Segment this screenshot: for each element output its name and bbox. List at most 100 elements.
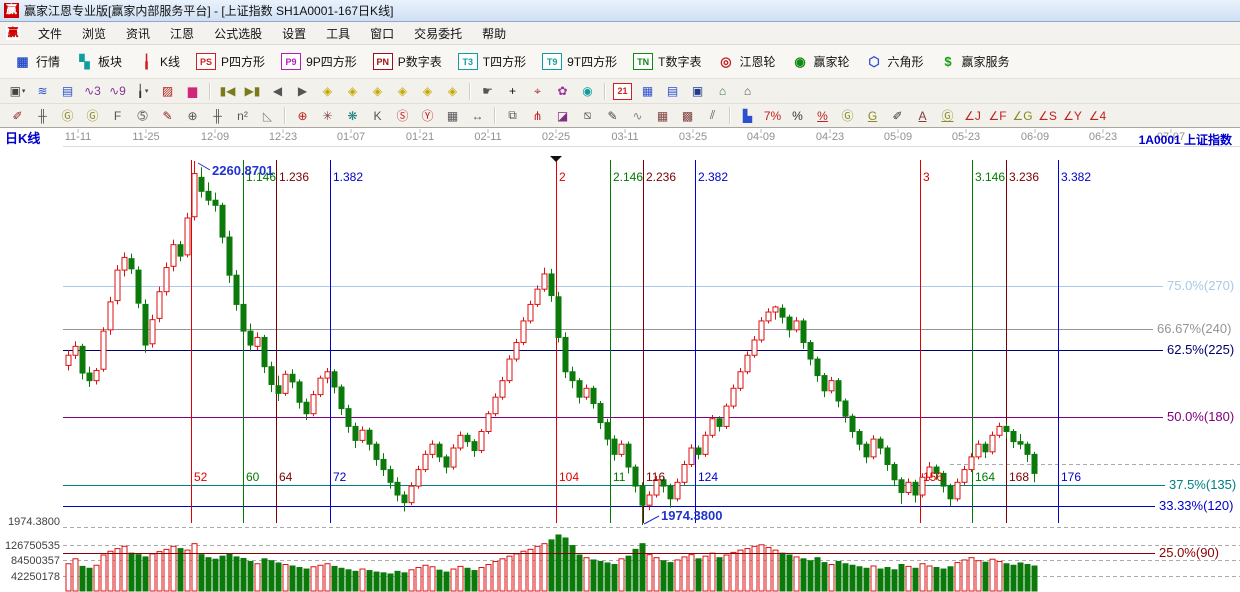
pointer-tool-icon[interactable]: ⌖ [534,83,541,98]
menu-item-7[interactable]: 窗口 [370,26,395,41]
parallel-lines-icon[interactable]: ⫽ [709,108,716,122]
gold-circle-icon[interactable]: Ⓖ [841,109,854,123]
grid-dense-icon[interactable]: ▦ [656,108,669,123]
toolbar-button-winner-wheel[interactable]: ◉ 赢家轮 [783,50,857,73]
calendar-icon[interactable]: 21 [613,82,632,100]
info-board-icon[interactable]: ▤ [61,84,74,98]
menu-item-0[interactable]: 文件 [38,26,63,41]
menu-item-6[interactable]: 工具 [326,26,351,41]
grid-123-icon[interactable]: ▦ [446,108,459,123]
menu-item-2[interactable]: 资讯 [126,26,151,41]
volume-bar [716,557,723,592]
kline-9-icon[interactable]: ∿9 [109,84,126,98]
angle-shen-icon[interactable]: ∠S [1038,108,1057,123]
box-tool-icon[interactable]: ⧉ [508,108,517,122]
angle-four-icon[interactable]: ∠4 [1088,108,1107,123]
angle-f-icon[interactable]: ∠F [988,108,1007,123]
diagonal-square-icon[interactable]: ⧅ [583,108,592,122]
angle-ying-icon[interactable]: ∠Y [1063,108,1082,123]
prev-bar-icon[interactable]: ◀ [272,84,283,98]
menu-item-4[interactable]: 公式选股 [214,26,263,41]
diamond-plus-icon[interactable]: ◈ [422,84,433,98]
span-measure-icon[interactable]: ↔ [471,108,484,123]
menu-item-9[interactable]: 帮助 [482,26,507,41]
trend-pen-icon[interactable]: ✎ [607,108,618,123]
menu-item-8[interactable]: 交易委托 [414,26,463,41]
last-page-icon[interactable]: ▶▮ [244,84,261,98]
time-circle-icon[interactable]: ⊕ [187,108,198,123]
diamond-right-icon[interactable]: ◈ [347,84,358,98]
grid-dense-2-icon[interactable]: ▩ [681,108,694,123]
network-2-icon[interactable]: ⌂ [743,84,752,98]
k-mark-icon[interactable]: K [373,108,382,123]
toolbar-button-market-quotes[interactable]: ▦ 行情 [6,50,68,73]
toolbar-button-p-number-table[interactable]: PN P数字表 [365,50,450,73]
toolbar-button-t-number-table[interactable]: TN T数字表 [625,50,709,73]
eraser-knife-icon[interactable]: ✐ [12,108,23,123]
gold-angle-line-icon[interactable]: Ⓖ [941,109,954,123]
toolbar-button-p-square[interactable]: PS P四方形 [188,50,273,73]
menu-item-1[interactable]: 浏览 [82,26,107,41]
angle-j-icon[interactable]: ∠J [964,108,981,123]
shen-grid-icon[interactable]: Ⓢ [396,109,409,123]
menu-item-5[interactable]: 设置 [282,26,307,41]
next-bar-icon[interactable]: ▶ [297,84,308,98]
curve-tool-icon[interactable]: ≋ [37,84,48,98]
fan-square-icon[interactable]: ◪ [556,108,569,123]
circle-cross-icon[interactable]: ⊕ [297,108,308,123]
menu-item-3[interactable]: 江恩 [170,26,195,41]
memo-icon[interactable]: ▤ [666,84,679,98]
gold-ratio-2-icon[interactable]: Ⓖ [86,109,99,123]
candlestick-bar [590,387,597,405]
pattern-tool-icon[interactable]: ▨ [161,84,174,98]
texture-tool-icon[interactable]: ◉ [582,84,593,98]
toolbar-button-hexagon[interactable]: ⬡ 六角形 [858,50,932,73]
toolbar-button-sectors[interactable]: ▚ 板块 [68,50,130,73]
fan-lines-icon[interactable]: ⋔ [532,108,543,123]
toolbar-button-t-square[interactable]: T3 T四方形 [450,50,534,73]
square-web-icon[interactable]: ❋ [347,108,358,123]
toolbar-button-9p-square[interactable]: P9 9P四方形 [273,50,365,73]
time-grid-icon[interactable]: ╫ [213,108,222,123]
save-icon[interactable]: ▣ [691,84,704,98]
gann-time-ratio-label: 3.236 [1009,170,1039,184]
flower-tool-icon[interactable]: ✿ [557,84,568,98]
percent-line-icon[interactable]: % [817,108,828,123]
draw-pen-icon[interactable]: ✎ [162,108,173,123]
network-1-icon[interactable]: ⌂ [718,84,727,98]
percent-icon[interactable]: % [792,108,803,123]
diamond-horizontal-icon[interactable]: ◈ [372,84,383,98]
toolbar-button-winner-service[interactable]: $ 赢家服务 [932,50,1018,73]
window-layout-icon[interactable]: ▣ ▾ [9,84,26,98]
mark-pen-icon[interactable]: ✐ [892,108,903,123]
kline-chart-canvas[interactable]: 11-11 11-25 12-09 12-23 01-07 01-21 02-11 02-25… [0,128,1240,592]
toolbar-button-9t-square[interactable]: T9 9T四方形 [534,50,625,73]
crosshair-icon[interactable]: + [508,84,516,98]
gann-grid-icon[interactable]: ╫ [38,108,47,123]
first-page-icon[interactable]: ▮◀ [219,84,236,98]
toolbar-button-kline[interactable]: ╽ K线 [130,50,188,73]
percent-7-icon[interactable]: 7% [763,108,782,123]
ying-grid-icon[interactable]: Ⓨ [421,109,434,123]
angle-av-icon[interactable]: A [918,108,927,123]
spiral-icon[interactable]: ➄ [137,108,148,123]
diamond-cross-icon[interactable]: ◈ [397,84,408,98]
angle-mirror-icon[interactable]: ◺ [262,108,273,123]
diamond-left-icon[interactable]: ◈ [322,84,333,98]
kline-3-icon[interactable]: ∿3 [84,84,101,98]
fib-time-icon[interactable]: F [113,108,122,123]
gold-ratio-1-icon[interactable]: Ⓖ [61,109,74,123]
angle-gold-icon[interactable]: ∠G [1012,108,1033,123]
star-web-icon[interactable]: ✳ [322,108,333,123]
n-square-icon[interactable]: n² [237,108,248,123]
volume-bar [289,565,296,592]
toolbar-button-gann-wheel[interactable]: ◎ 江恩轮 [709,50,783,73]
volume-profile-icon[interactable]: ▆ [187,84,198,98]
gold-level-icon[interactable]: G [867,108,878,123]
calculator-icon[interactable]: ▦ [641,84,654,98]
pan-hand-icon[interactable]: ☛ [482,84,493,98]
diamond-all-icon[interactable]: ◈ [447,84,458,98]
percent-chart-icon[interactable]: ▙ [742,108,753,123]
candle-style-icon[interactable]: ╽ ▾ [136,84,149,98]
wave-icon[interactable]: ∿ [632,108,643,123]
